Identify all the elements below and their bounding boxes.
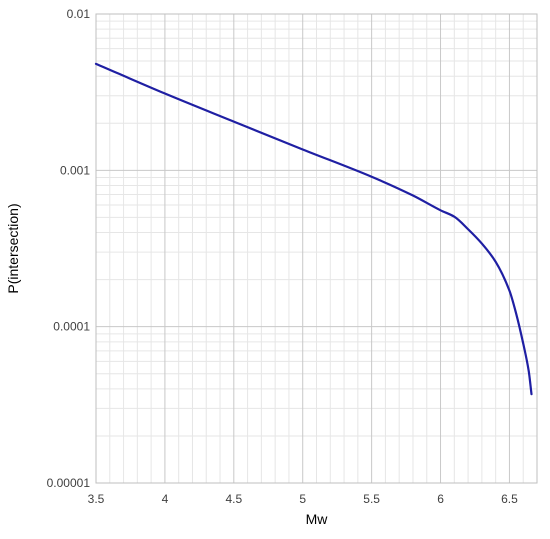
x-axis-title: Mw [306, 511, 329, 527]
x-tick-labels: 3.5 4 4.5 5 5.5 6 6.5 [88, 492, 518, 506]
y-tick-label: 0.001 [60, 163, 90, 177]
x-tick-label: 4 [162, 492, 169, 506]
series-line [94, 62, 533, 396]
series-layer [94, 62, 533, 396]
x-tick-label: 5 [299, 492, 306, 506]
y-tick-label: 0.01 [67, 7, 91, 21]
y-tick-label: 0.00001 [47, 476, 91, 490]
x-tick-label: 4.5 [225, 492, 242, 506]
plot-area-frame [95, 13, 538, 484]
y-tick-labels: 0.01 0.001 0.0001 0.00001 [47, 7, 91, 490]
x-tick-label: 6 [437, 492, 444, 506]
y-axis-title: P(intersection) [5, 203, 21, 293]
x-tick-label: 3.5 [88, 492, 105, 506]
x-tick-label: 5.5 [363, 492, 380, 506]
x-tick-label: 6.5 [501, 492, 518, 506]
y-tick-label: 0.0001 [53, 320, 90, 334]
minor-gridlines [96, 14, 538, 483]
